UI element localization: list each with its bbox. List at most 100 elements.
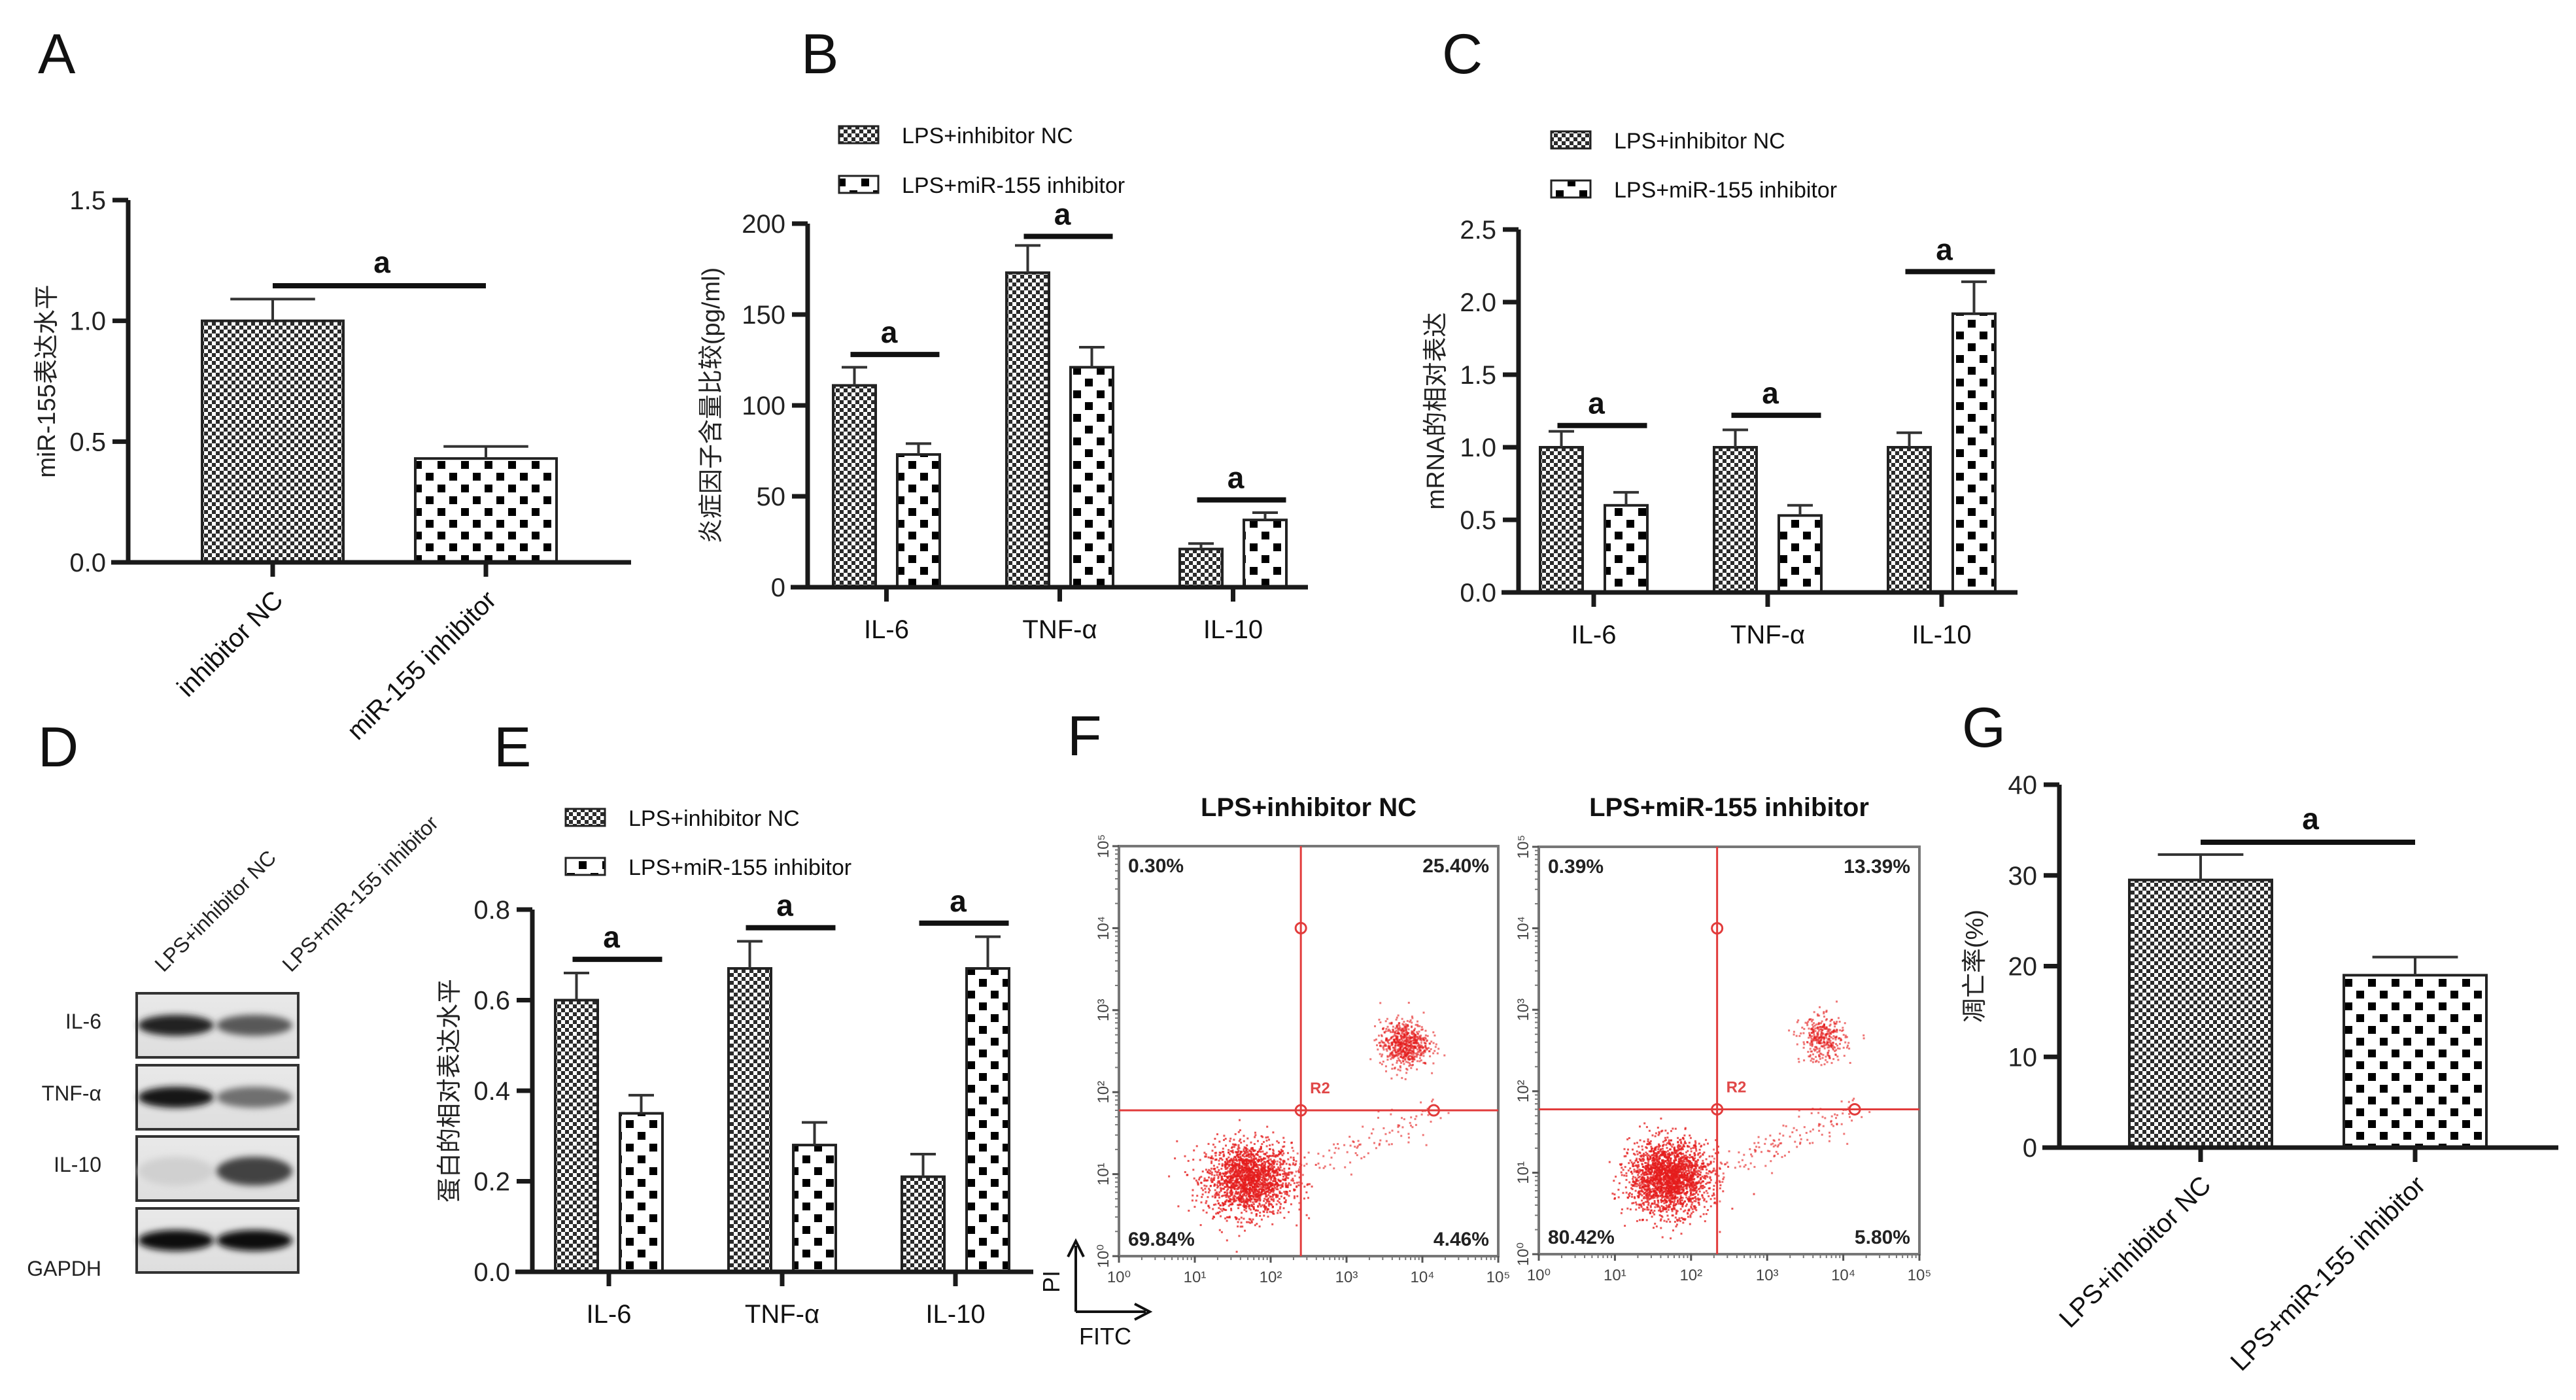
scatter-point	[1649, 1140, 1652, 1142]
scatter-point	[1648, 1193, 1651, 1196]
scatter-point	[1669, 1206, 1672, 1208]
scatter-point	[1662, 1200, 1664, 1202]
scatter-point	[1683, 1154, 1685, 1157]
panel-letter-c: C	[1442, 23, 1483, 86]
scatter-point	[1650, 1172, 1653, 1174]
scatter-point	[1668, 1161, 1671, 1164]
scatter-point	[1273, 1172, 1275, 1174]
scatter-point	[1688, 1182, 1691, 1184]
scatter-point	[1298, 1202, 1301, 1204]
scatter-point	[1692, 1159, 1695, 1161]
scatter-point	[1395, 1051, 1398, 1054]
scatter-point	[1388, 1143, 1390, 1146]
scatter-point	[1666, 1142, 1669, 1144]
scatter-point	[1629, 1167, 1632, 1170]
scatter-point	[1694, 1196, 1696, 1198]
scatter-point	[1255, 1200, 1258, 1203]
scatter-point	[1279, 1206, 1282, 1208]
bar-tnf-lps-mir-155-inhibitor	[1069, 366, 1114, 589]
scatter-point	[1627, 1169, 1630, 1172]
scatter-point	[1197, 1182, 1199, 1185]
scatter-point	[1719, 1187, 1721, 1189]
scatter-point	[1651, 1176, 1654, 1179]
blot-row-il-6: IL-6	[65, 992, 300, 1059]
scatter-point	[1385, 1044, 1387, 1047]
scatter-point	[1229, 1195, 1231, 1197]
scatter-point	[1314, 1163, 1317, 1166]
scatter-point	[1401, 1039, 1403, 1042]
scatter-point	[1398, 1029, 1401, 1031]
scatter-point	[1264, 1175, 1267, 1178]
scatter-point	[1381, 1063, 1383, 1066]
scatter-point	[1634, 1197, 1636, 1199]
scatter-point	[1697, 1188, 1700, 1191]
scatter-point	[1267, 1165, 1269, 1168]
scatter-point	[1356, 1154, 1358, 1157]
scatter-point	[1228, 1216, 1231, 1218]
scatter-point	[1258, 1176, 1260, 1178]
scatter-point	[1207, 1204, 1210, 1207]
scatter-point	[1238, 1195, 1241, 1198]
scatter-point	[1663, 1195, 1666, 1198]
scatter-point	[1682, 1186, 1685, 1189]
scatter-point	[1267, 1174, 1269, 1177]
scatter-point	[1292, 1180, 1294, 1182]
scatter-point	[1260, 1186, 1262, 1188]
y-tick-label: 200	[742, 210, 785, 239]
scatter-point	[1260, 1188, 1262, 1190]
scatter-point	[1632, 1148, 1634, 1151]
scatter-point	[1246, 1201, 1249, 1203]
scatter-point	[1243, 1169, 1245, 1171]
scatter-point	[1356, 1145, 1359, 1148]
scatter-point	[1240, 1191, 1243, 1194]
scatter-point	[1232, 1182, 1235, 1185]
scatter-point	[1622, 1191, 1624, 1194]
scatter-point	[1679, 1165, 1682, 1167]
scatter-point	[1646, 1201, 1649, 1203]
scatter-point	[1617, 1196, 1620, 1199]
scatter-point	[1248, 1191, 1251, 1194]
scatter-point	[1407, 1133, 1410, 1135]
scatter-point	[1226, 1158, 1228, 1161]
scatter-point	[1399, 1039, 1401, 1042]
scatter-point	[1645, 1147, 1648, 1150]
y-tick-label: 10³	[1095, 999, 1112, 1021]
x-tick-label: TNF-α	[1022, 615, 1097, 644]
scatter-point	[1239, 1201, 1241, 1203]
scatter-point	[1691, 1212, 1693, 1215]
scatter-point	[1671, 1168, 1674, 1170]
scatter-point	[1669, 1148, 1672, 1151]
scatter-point	[1228, 1196, 1230, 1199]
scatter-point	[1412, 1031, 1415, 1033]
scatter-point	[1634, 1189, 1637, 1192]
scatter-point	[1641, 1182, 1643, 1185]
scatter-point	[1241, 1212, 1243, 1214]
panel-letter-d: D	[38, 716, 78, 779]
scatter-point	[1672, 1127, 1674, 1130]
scatter-point	[1684, 1157, 1687, 1160]
scatter-point	[1401, 1044, 1403, 1046]
scatter-point	[1283, 1201, 1286, 1204]
scatter-point	[1279, 1184, 1281, 1187]
scatter-point	[1401, 1077, 1403, 1080]
scatter-point	[1689, 1197, 1691, 1200]
scatter-point	[1253, 1155, 1256, 1157]
scatter-point	[1246, 1221, 1248, 1223]
scatter-point	[1267, 1189, 1269, 1192]
scatter-point	[1195, 1199, 1197, 1202]
scatter-point	[1398, 1041, 1400, 1044]
scatter-point	[1390, 1051, 1393, 1054]
scatter-point	[1417, 1023, 1419, 1026]
scatter-point	[1648, 1150, 1651, 1153]
scatter-point	[1243, 1168, 1245, 1170]
scatter-point	[1275, 1168, 1278, 1170]
scatter-point	[1625, 1174, 1628, 1177]
scatter-point	[1399, 1065, 1401, 1067]
scatter-point	[1648, 1143, 1651, 1146]
scatter-point	[1648, 1173, 1651, 1176]
scatter-point	[1224, 1186, 1226, 1188]
scatter-point	[1655, 1153, 1658, 1155]
scatter-point	[1628, 1162, 1630, 1165]
scatter-point	[1690, 1192, 1692, 1195]
scatter-point	[1239, 1173, 1241, 1176]
